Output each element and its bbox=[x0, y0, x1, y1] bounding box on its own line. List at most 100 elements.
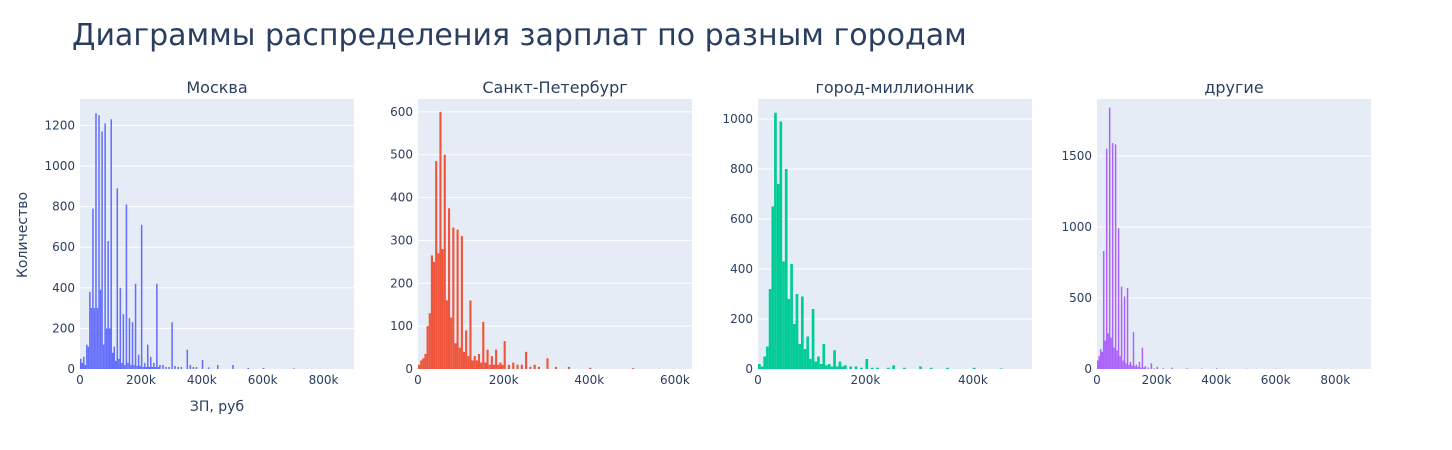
histogram-bar bbox=[84, 364, 87, 369]
histogram-bar bbox=[95, 113, 97, 369]
histogram-bar bbox=[450, 317, 453, 369]
y-tick-label: 500 bbox=[1069, 291, 1092, 305]
y-tick-label: 800 bbox=[52, 200, 75, 214]
histogram-bar bbox=[1117, 228, 1120, 369]
y-tick-label: 600 bbox=[52, 240, 75, 254]
histogram-bar bbox=[119, 287, 122, 369]
histogram-bar bbox=[89, 291, 91, 369]
histogram-panel: 0 100 200 300 400 500 600 0 200k 400k 600k Санкт-Пе… bbox=[390, 78, 692, 387]
y-tick-label: 200 bbox=[390, 276, 413, 290]
histogram-bar bbox=[102, 344, 105, 369]
histogram-bar bbox=[1122, 360, 1124, 369]
y-tick-label: 1000 bbox=[1061, 220, 1092, 234]
histogram-bar bbox=[99, 289, 102, 369]
histogram-bar bbox=[128, 318, 131, 369]
histogram-bar bbox=[92, 208, 94, 369]
y-tick-label: 400 bbox=[52, 281, 75, 295]
histogram-bar bbox=[854, 366, 858, 369]
histogram-bar bbox=[116, 188, 119, 369]
histogram-bar bbox=[143, 362, 146, 369]
histogram-bar bbox=[133, 364, 135, 369]
histogram-bar bbox=[833, 350, 836, 369]
y-tick-label: 1000 bbox=[44, 159, 75, 173]
subplot-title: Санкт-Петербург bbox=[482, 78, 627, 97]
histogram-bar bbox=[763, 356, 767, 369]
histogram-bar bbox=[972, 367, 976, 369]
histogram-bar bbox=[490, 356, 493, 369]
histogram-bar bbox=[492, 364, 496, 369]
y-tick-label: 1000 bbox=[722, 112, 753, 126]
x-tick-label: 600k bbox=[660, 373, 690, 387]
y-tick-label: 400 bbox=[730, 262, 753, 276]
histogram-bar bbox=[929, 367, 933, 369]
histogram-bar bbox=[1099, 349, 1102, 369]
histogram-bar bbox=[771, 206, 775, 369]
y-tick-label: 200 bbox=[52, 321, 75, 335]
histogram-bar bbox=[1137, 366, 1139, 369]
histogram-bar bbox=[503, 341, 506, 369]
histogram-bar bbox=[1125, 363, 1127, 369]
histogram-bar bbox=[108, 328, 111, 369]
histogram-bar bbox=[151, 366, 154, 369]
histogram-bar bbox=[1138, 361, 1141, 369]
x-tick-label: 400k bbox=[958, 373, 988, 387]
histogram-bar bbox=[195, 366, 198, 369]
subplot-title: город-миллионник bbox=[815, 78, 974, 97]
histogram-bar bbox=[1116, 350, 1118, 369]
histogram-bar bbox=[192, 366, 195, 369]
histogram-bar bbox=[488, 364, 491, 369]
y-tick-label: 1500 bbox=[1061, 149, 1092, 163]
histogram-bar bbox=[841, 366, 844, 369]
histogram-bar bbox=[201, 359, 204, 369]
histogram-bar bbox=[525, 351, 528, 369]
histogram-bar bbox=[876, 367, 879, 369]
histogram-bar bbox=[154, 366, 157, 369]
histogram-bar bbox=[776, 184, 780, 369]
histogram-bar bbox=[428, 313, 431, 369]
histogram-bar bbox=[422, 358, 425, 369]
histogram-bar bbox=[1132, 332, 1135, 369]
histogram-bar bbox=[171, 322, 173, 369]
x-tick-label: 200k bbox=[1142, 373, 1172, 387]
histogram-bar bbox=[131, 322, 134, 369]
histogram-bar bbox=[1114, 144, 1117, 369]
histogram-bar bbox=[803, 349, 807, 369]
histogram-bar bbox=[146, 344, 149, 369]
histogram-bar bbox=[533, 364, 536, 369]
histogram-bar bbox=[589, 367, 592, 369]
histogram-bar bbox=[159, 364, 161, 369]
histogram-bar bbox=[865, 359, 869, 369]
histogram-bar bbox=[1171, 367, 1173, 369]
plot-background bbox=[1097, 99, 1371, 369]
histogram-bar bbox=[90, 308, 93, 369]
histogram-bar bbox=[537, 366, 541, 369]
histogram-bar bbox=[107, 241, 109, 369]
histogram-bar bbox=[1140, 367, 1142, 369]
histogram-bar bbox=[1162, 368, 1165, 369]
y-tick-label: 600 bbox=[390, 105, 413, 119]
histogram-bar bbox=[567, 366, 570, 369]
histogram-bar bbox=[484, 362, 487, 369]
histogram-bar bbox=[157, 366, 160, 369]
x-tick-label: 0 bbox=[754, 373, 762, 387]
histogram-bar bbox=[1216, 368, 1218, 369]
subplot-title: Москва bbox=[186, 78, 247, 97]
histogram-bar bbox=[486, 349, 489, 369]
histogram-bar bbox=[247, 367, 249, 369]
histogram-bar bbox=[156, 283, 158, 369]
histogram-bar bbox=[124, 364, 126, 369]
histogram-bar bbox=[471, 360, 474, 369]
histogram-bar bbox=[1135, 364, 1138, 369]
histogram-bar bbox=[811, 309, 815, 369]
histogram-bar bbox=[217, 364, 219, 369]
y-tick-label: 400 bbox=[390, 191, 413, 205]
y-tick-label: 800 bbox=[730, 162, 753, 176]
x-axis-title: ЗП, руб bbox=[190, 399, 244, 415]
histogram-bar bbox=[1153, 368, 1156, 369]
histogram-bar bbox=[87, 346, 90, 369]
subplot-title: другие bbox=[1204, 78, 1263, 97]
histogram-bar bbox=[779, 121, 783, 369]
histogram-bar bbox=[1126, 288, 1129, 369]
y-tick-label: 0 bbox=[745, 362, 753, 376]
histogram-bar bbox=[137, 354, 140, 369]
